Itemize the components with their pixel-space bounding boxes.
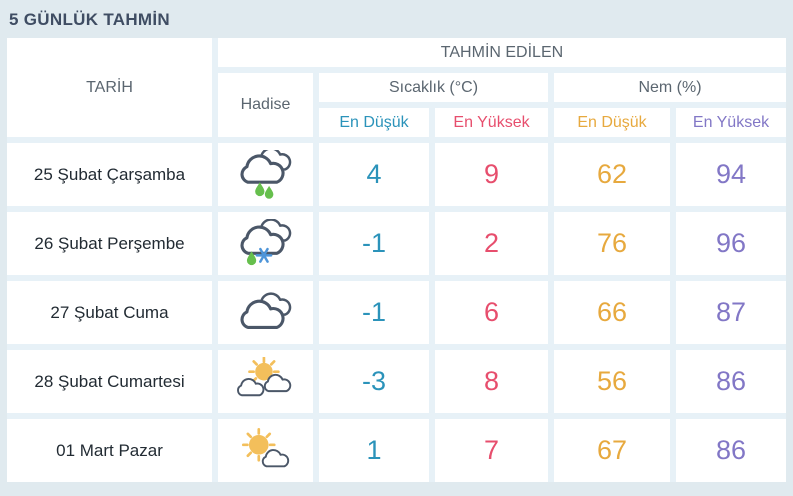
sun-cloud-icon bbox=[241, 427, 289, 467]
table-row-date: 28 Şubat Cumartesi bbox=[7, 350, 212, 413]
hum-min-value: 56 bbox=[554, 350, 670, 413]
temp-min-value: 4 bbox=[319, 143, 429, 206]
weather-cell bbox=[218, 143, 313, 206]
weather-cell bbox=[218, 350, 313, 413]
weather-cell bbox=[218, 281, 313, 344]
column-header-hum-max: En Yüksek bbox=[676, 108, 786, 137]
temp-min-value: -1 bbox=[319, 281, 429, 344]
temp-max-value: 7 bbox=[435, 419, 548, 482]
column-header-predicted: TAHMİN EDİLEN bbox=[218, 38, 786, 67]
column-header-temp-min: En Düşük bbox=[319, 108, 429, 137]
column-header-humidity: Nem (%) bbox=[554, 73, 786, 102]
table-row-date: 25 Şubat Çarşamba bbox=[7, 143, 212, 206]
hum-min-value: 76 bbox=[554, 212, 670, 275]
hum-min-value: 66 bbox=[554, 281, 670, 344]
hum-max-value: 94 bbox=[676, 143, 786, 206]
cloudy-icon bbox=[239, 292, 291, 329]
weather-cell bbox=[218, 419, 313, 482]
temp-max-value: 8 bbox=[435, 350, 548, 413]
temp-max-value: 2 bbox=[435, 212, 548, 275]
weather-cell bbox=[218, 212, 313, 275]
table-row-date: 01 Mart Pazar bbox=[7, 419, 212, 482]
temp-max-value: 6 bbox=[435, 281, 548, 344]
column-header-hum-min: En Düşük bbox=[554, 108, 670, 137]
forecast-page: 5 GÜNLÜK TAHMİN TARİH TAHMİN EDİLEN Hadi… bbox=[7, 10, 786, 482]
temp-min-value: 1 bbox=[319, 419, 429, 482]
column-header-date: TARİH bbox=[7, 38, 212, 137]
column-header-event: Hadise bbox=[218, 73, 313, 137]
hum-min-value: 62 bbox=[554, 143, 670, 206]
hum-max-value: 96 bbox=[676, 212, 786, 275]
page-title: 5 GÜNLÜK TAHMİN bbox=[9, 10, 170, 29]
hum-max-value: 87 bbox=[676, 281, 786, 344]
table-row-date: 26 Şubat Perşembe bbox=[7, 212, 212, 275]
column-header-temp-max: En Yüksek bbox=[435, 108, 548, 137]
column-header-temperature: Sıcaklık (°C) bbox=[319, 73, 548, 102]
sleet-icon bbox=[239, 218, 291, 265]
temp-min-value: -3 bbox=[319, 350, 429, 413]
forecast-table: TARİH TAHMİN EDİLEN Hadise Sıcaklık (°C)… bbox=[7, 38, 786, 482]
hum-max-value: 86 bbox=[676, 419, 786, 482]
hum-min-value: 67 bbox=[554, 419, 670, 482]
hum-max-value: 86 bbox=[676, 350, 786, 413]
temp-min-value: -1 bbox=[319, 212, 429, 275]
sun-clouds-icon bbox=[236, 356, 291, 396]
table-row-date: 27 Şubat Cuma bbox=[7, 281, 212, 344]
temp-max-value: 9 bbox=[435, 143, 548, 206]
rain-icon bbox=[239, 149, 291, 199]
